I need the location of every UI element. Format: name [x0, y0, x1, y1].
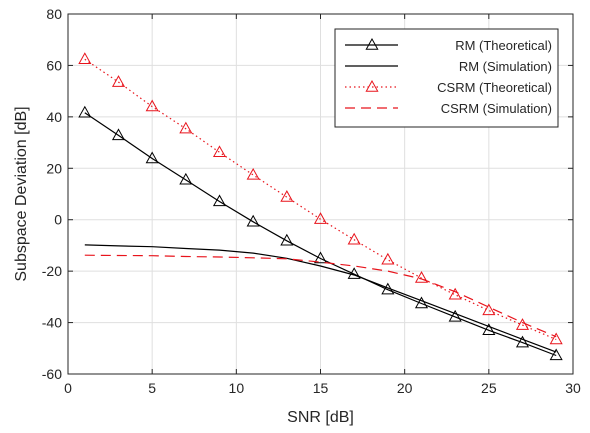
data-point-marker [212, 145, 227, 158]
legend-marker [365, 79, 379, 92]
y-tick-label: 60 [46, 57, 62, 73]
series-line [84, 112, 557, 357]
legend: RM (Theoretical) RM (Simulation) CSRM (The… [334, 28, 559, 128]
data-point-marker [448, 309, 462, 322]
legend-item: RM (Theoretical) [345, 37, 552, 53]
data-point-marker [414, 296, 429, 309]
data-point-marker [280, 233, 294, 246]
x-tick-label: 25 [481, 380, 497, 396]
data-point-marker [111, 75, 126, 87]
y-tick-label: 40 [46, 109, 62, 125]
x-tick-label: 30 [565, 380, 581, 396]
x-axis-label: SNR [dB] [287, 409, 354, 426]
legend-item: RM (Simulation) [345, 59, 552, 74]
data-point-marker [212, 194, 227, 207]
plot-area-border [67, 13, 574, 375]
legend-item: CSRM (Theoretical) [345, 79, 552, 95]
data-point-marker [145, 151, 159, 164]
series-line [84, 58, 557, 341]
x-tick-label: 0 [64, 380, 72, 396]
data-point-marker [549, 332, 563, 345]
y-tick-label: -20 [42, 263, 62, 279]
y-tick-label: 0 [54, 212, 62, 228]
y-tick-label: 20 [46, 160, 62, 176]
data-point-marker [347, 267, 361, 279]
legend-label: CSRM (Simulation) [441, 101, 552, 116]
legend-item: CSRM (Simulation) [345, 101, 552, 116]
x-tick-labels: 0 5 10 15 20 25 30 [64, 380, 581, 396]
data-point-marker [111, 128, 126, 141]
y-axis-label: Subspace Deviation [dB] [13, 106, 30, 281]
data-point-marker [448, 287, 462, 300]
series-line [84, 244, 557, 353]
series-group [78, 52, 563, 361]
legend-label: CSRM (Theoretical) [437, 80, 552, 95]
legend-label: RM (Theoretical) [455, 38, 552, 53]
data-point-marker [246, 167, 260, 180]
data-point-marker [482, 323, 496, 335]
y-tick-label: -40 [42, 315, 62, 331]
data-point-marker [179, 121, 193, 134]
legend-label: RM (Simulation) [459, 59, 552, 74]
series-2 [84, 244, 557, 353]
data-point-marker [515, 335, 530, 348]
y-tick-label: -60 [42, 366, 62, 382]
data-point-marker [145, 99, 159, 112]
data-point-marker [280, 190, 294, 202]
data-point-marker [482, 303, 496, 316]
x-tick-label: 10 [229, 380, 245, 396]
x-tick-label: 15 [313, 380, 329, 396]
data-point-marker [179, 172, 193, 185]
data-point-marker [313, 212, 328, 224]
data-point-marker [414, 271, 429, 283]
data-point-marker [347, 232, 361, 245]
data-point-marker [313, 251, 328, 264]
data-point-marker [78, 105, 92, 118]
data-point-marker [549, 348, 563, 361]
data-point-marker [78, 52, 92, 64]
data-point-marker [246, 214, 260, 227]
y-tick-labels: -60 -40 -20 0 20 40 60 80 [42, 6, 62, 382]
data-point-marker [381, 252, 395, 265]
x-tick-label: 5 [148, 380, 156, 396]
y-tick-label: 80 [46, 6, 62, 22]
x-tick-label: 20 [397, 380, 413, 396]
legend-marker [365, 37, 379, 50]
series-1 [78, 105, 563, 361]
series-3 [78, 52, 563, 345]
